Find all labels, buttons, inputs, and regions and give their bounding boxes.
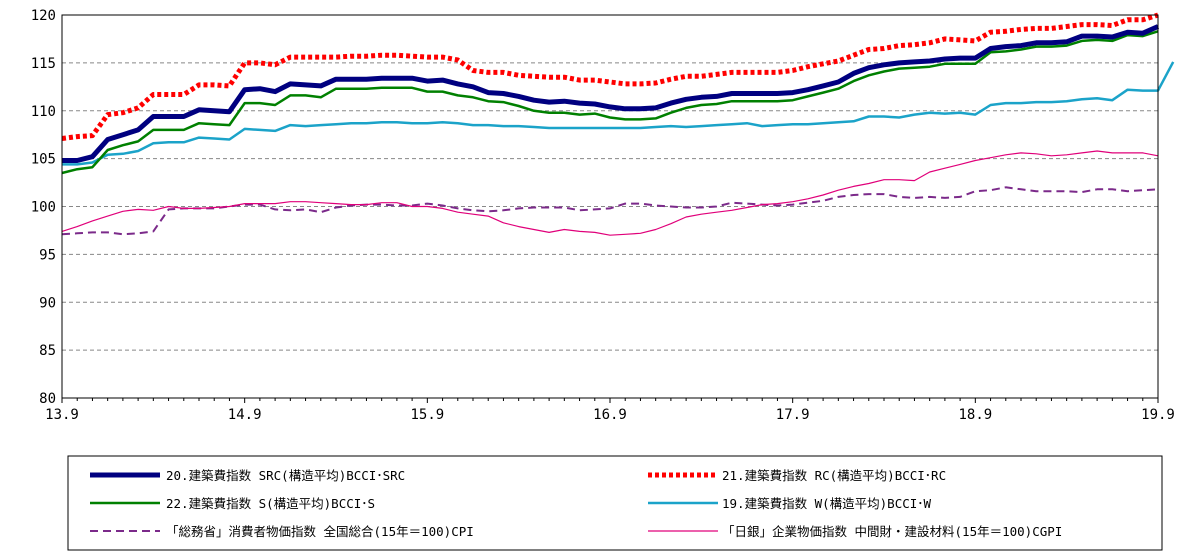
- series-line-4: [61, 186, 1159, 236]
- legend-label-3: 19.建築費指数 W(構造平均)BCCI･W: [722, 496, 932, 511]
- legend-label-0: 20.建築費指数 SRC(構造平均)BCCI･SRC: [166, 468, 405, 483]
- series-layer: [61, 12, 1175, 236]
- y-tick-label: 90: [39, 295, 56, 311]
- series-line-2: [61, 30, 1159, 175]
- series-line-3: [62, 61, 1175, 166]
- y-tick-label: 95: [39, 247, 56, 263]
- y-tick-label: 115: [31, 56, 56, 72]
- gridlines: [62, 62, 1158, 351]
- x-tick-label: 18.9: [958, 407, 992, 423]
- legend: 20.建築費指数 SRC(構造平均)BCCI･SRC 21.建築費指数 RC(構造…: [90, 468, 1062, 539]
- series-line-1: [61, 12, 1159, 141]
- x-tick-label: 15.9: [410, 407, 444, 423]
- x-tick-label: 17.9: [776, 407, 810, 423]
- series-line-5: [61, 150, 1159, 236]
- series-line-0: [62, 24, 1160, 163]
- x-tick-label: 13.9: [45, 407, 79, 423]
- x-tick-label: 16.9: [593, 407, 627, 423]
- y-tick-label: 105: [31, 152, 56, 168]
- y-tick-label: 100: [31, 200, 56, 216]
- x-tick-label: 19.9: [1141, 407, 1175, 423]
- y-tick-label: 80: [39, 391, 56, 407]
- y-axis-ticks: 80 85 90 95 100 105 110 115 120: [31, 8, 56, 407]
- y-tick-label: 120: [31, 8, 56, 24]
- legend-label-2: 22.建築費指数 S(構造平均)BCCI･S: [166, 496, 375, 511]
- x-tick-label: 14.9: [228, 407, 262, 423]
- legend-label-5: 「日銀」企業物価指数 中間財・建設材料(15年＝100)CGPI: [722, 524, 1062, 539]
- legend-label-1: 21.建築費指数 RC(構造平均)BCCI･RC: [722, 468, 946, 483]
- legend-label-4: 「総務省」消費者物価指数 全国総合(15年＝100)CPI: [166, 524, 474, 539]
- x-axis-ticks: 13.9 14.9 15.9 16.9 17.9 18.9 19.9: [45, 398, 1175, 423]
- y-tick-label: 85: [39, 343, 56, 359]
- legend-box: [67, 455, 1163, 551]
- y-tick-label: 110: [31, 104, 56, 120]
